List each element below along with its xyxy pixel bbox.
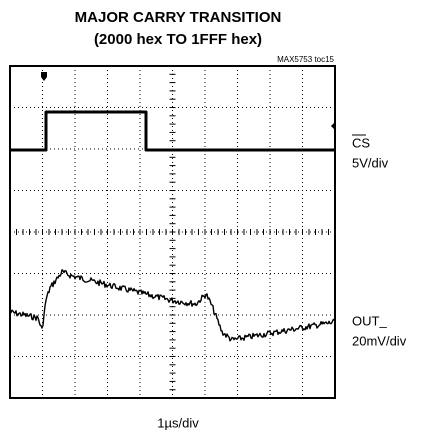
cs-scale: 5V/div	[352, 155, 389, 170]
trigger-marker	[41, 72, 47, 81]
scope-frame	[9, 65, 336, 399]
out-scale: 20mV/div	[352, 333, 407, 348]
cs-trace	[10, 110, 335, 152]
out-trace	[9, 269, 336, 342]
title: MAJOR CARRY TRANSITION	[75, 9, 282, 26]
level-marker	[331, 122, 335, 130]
figure-id: MAX5753 toc15	[277, 55, 334, 64]
scope-grid	[9, 65, 336, 398]
cs-label: CS	[352, 135, 370, 150]
subtitle: (2000 hex TO 1FFF hex)	[94, 31, 262, 48]
time-scale: 1µs/div	[157, 415, 199, 430]
out-label: OUT_	[352, 313, 387, 328]
